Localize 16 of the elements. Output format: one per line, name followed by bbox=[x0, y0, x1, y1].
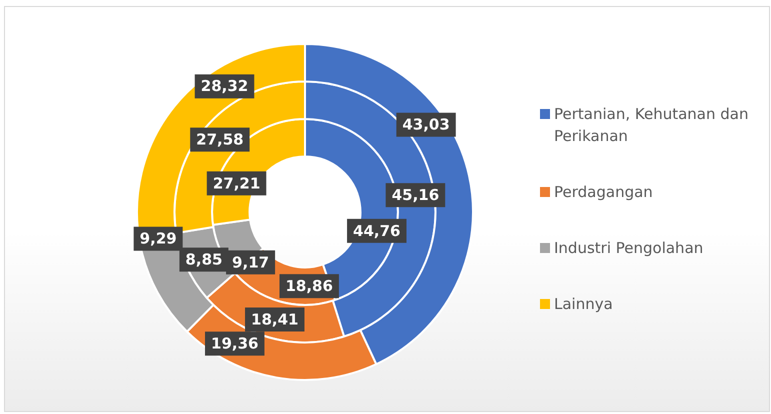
data-label: 27,21 bbox=[212, 174, 260, 192]
data-label: 8,85 bbox=[185, 250, 222, 268]
data-label: 28,32 bbox=[200, 77, 248, 96]
legend-label: Industri Pengolahan bbox=[554, 238, 704, 259]
data-label: 18,41 bbox=[251, 310, 298, 328]
data-label: 9,29 bbox=[140, 230, 177, 248]
legend-label: Pertanian, Kehutanan dan Perikanan bbox=[554, 104, 750, 147]
data-label: 44,76 bbox=[353, 222, 400, 240]
data-label: 43,03 bbox=[402, 116, 450, 134]
legend-label: Perdagangan bbox=[554, 182, 653, 203]
data-label: 19,36 bbox=[211, 334, 258, 353]
data-label: 9,17 bbox=[232, 253, 270, 272]
data-label: 45,16 bbox=[392, 186, 440, 204]
data-label: 27,58 bbox=[196, 130, 244, 149]
legend-label: Lainnya bbox=[554, 294, 613, 315]
data-label: 18,86 bbox=[285, 276, 333, 295]
